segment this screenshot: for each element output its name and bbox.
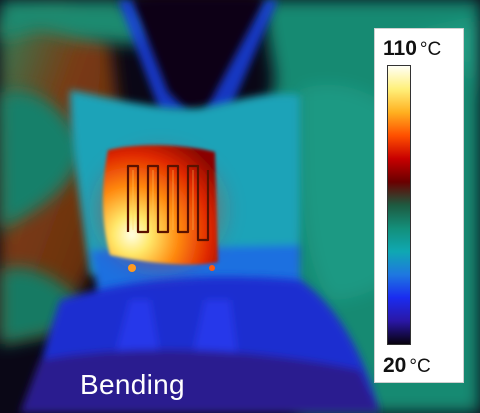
scale-max-unit: °C: [419, 39, 442, 60]
contact-dot: [209, 265, 215, 271]
scale-min-unit: °C: [409, 356, 431, 377]
serpentine-trace: [126, 164, 210, 242]
scale-max-value: 110: [383, 37, 417, 60]
scale-max-label: 110 °C: [383, 38, 441, 59]
scale-min-value: 20: [383, 354, 407, 377]
heater-patch: [103, 145, 218, 265]
caption-label: Bending: [80, 369, 185, 400]
temperature-scale-panel: 110 °C 20 °C: [374, 28, 464, 383]
serpentine-trace-highlight: [132, 170, 194, 230]
contact-dot: [128, 264, 136, 272]
scale-min-label: 20 °C: [383, 355, 431, 376]
blue-rim: [118, 0, 278, 112]
colorbar: [387, 65, 411, 345]
bottom-clamp: [20, 276, 380, 413]
